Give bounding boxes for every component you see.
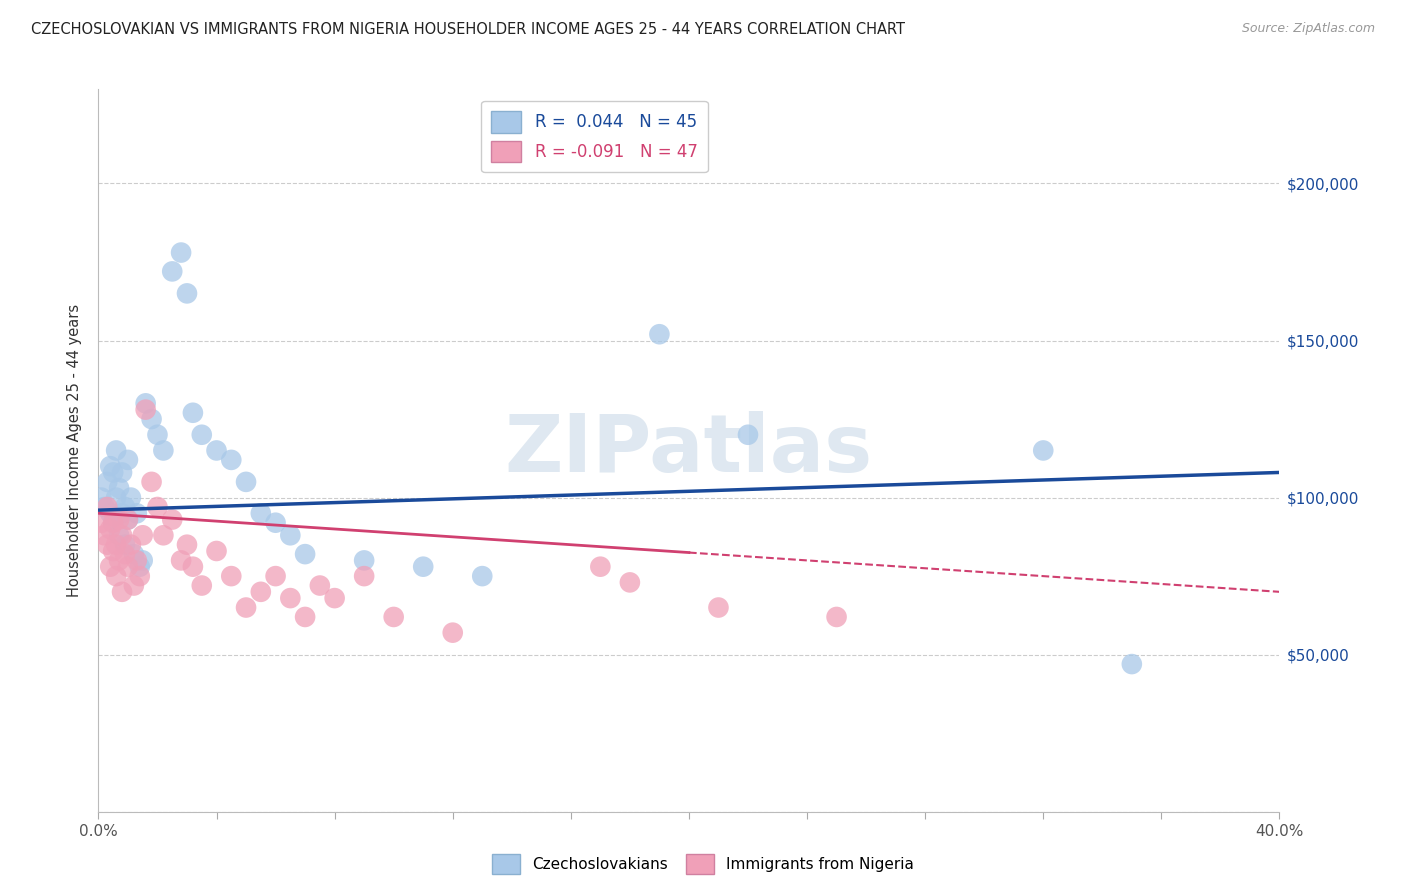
Text: Source: ZipAtlas.com: Source: ZipAtlas.com [1241, 22, 1375, 36]
Point [141, 475, 163, 489]
Text: ZIPatlas: ZIPatlas [505, 411, 873, 490]
Point [412, 559, 434, 574]
Point [707, 600, 730, 615]
Point [441, 625, 464, 640]
Point [111, 506, 134, 520]
Legend: R =  0.044   N = 45, R = -0.091   N = 47: R = 0.044 N = 45, R = -0.091 N = 47 [481, 101, 707, 172]
Point [619, 575, 641, 590]
Point [181, 406, 204, 420]
Point [170, 245, 193, 260]
Point [294, 547, 316, 561]
Point [280, 591, 302, 606]
Point [323, 591, 346, 606]
Point [146, 427, 169, 442]
Point [191, 578, 214, 592]
Point [128, 569, 150, 583]
Point [93, 500, 115, 514]
Point [98, 522, 121, 536]
Point [235, 475, 257, 489]
Point [93, 528, 115, 542]
Point [135, 396, 157, 410]
Point [105, 491, 128, 505]
Point [111, 584, 134, 599]
Text: CZECHOSLOVAKIAN VS IMMIGRANTS FROM NIGERIA HOUSEHOLDER INCOME AGES 25 - 44 YEARS: CZECHOSLOVAKIAN VS IMMIGRANTS FROM NIGER… [31, 22, 905, 37]
Point [117, 453, 139, 467]
Point [176, 286, 198, 301]
Y-axis label: Householder Income Ages 25 - 44 years: Householder Income Ages 25 - 44 years [67, 304, 83, 597]
Point [125, 506, 148, 520]
Point [122, 578, 145, 592]
Point [117, 512, 139, 526]
Point [221, 453, 243, 467]
Point [221, 569, 243, 583]
Point [135, 402, 157, 417]
Point [103, 516, 125, 530]
Point [105, 443, 128, 458]
Point [103, 544, 125, 558]
Point [90, 491, 112, 505]
Point [162, 512, 183, 526]
Point [98, 506, 121, 520]
Point [280, 528, 302, 542]
Point [152, 443, 174, 458]
Point [122, 547, 145, 561]
Point [250, 584, 273, 599]
Point [117, 559, 139, 574]
Point [737, 427, 759, 442]
Point [114, 547, 136, 561]
Point [353, 569, 375, 583]
Point [250, 506, 273, 520]
Point [108, 481, 131, 495]
Point [141, 412, 163, 426]
Point [589, 559, 612, 574]
Point [98, 559, 121, 574]
Point [1121, 657, 1143, 671]
Point [181, 559, 204, 574]
Point [353, 553, 375, 567]
Point [294, 610, 316, 624]
Point [128, 559, 150, 574]
Point [132, 528, 155, 542]
Point [105, 569, 128, 583]
Point [103, 466, 125, 480]
Legend: Czechoslovakians, Immigrants from Nigeria: Czechoslovakians, Immigrants from Nigeri… [486, 848, 920, 880]
Point [205, 443, 228, 458]
Point [146, 500, 169, 514]
Point [162, 264, 183, 278]
Point [132, 553, 155, 567]
Point [90, 516, 112, 530]
Point [108, 512, 131, 526]
Point [309, 578, 332, 592]
Point [98, 459, 121, 474]
Point [108, 553, 131, 567]
Point [117, 512, 139, 526]
Point [825, 610, 848, 624]
Point [111, 528, 134, 542]
Point [170, 553, 193, 567]
Point [103, 516, 125, 530]
Point [120, 538, 142, 552]
Point [176, 538, 198, 552]
Point [152, 528, 174, 542]
Point [471, 569, 494, 583]
Point [120, 491, 142, 505]
Point [264, 569, 287, 583]
Point [205, 544, 228, 558]
Point [96, 475, 118, 489]
Point [114, 500, 136, 514]
Point [96, 538, 118, 552]
Point [114, 538, 136, 552]
Point [264, 516, 287, 530]
Point [648, 327, 671, 342]
Point [111, 466, 134, 480]
Point [382, 610, 405, 624]
Point [1032, 443, 1054, 458]
Point [105, 538, 128, 552]
Point [235, 600, 257, 615]
Point [125, 553, 148, 567]
Point [191, 427, 214, 442]
Point [96, 500, 118, 514]
Point [108, 528, 131, 542]
